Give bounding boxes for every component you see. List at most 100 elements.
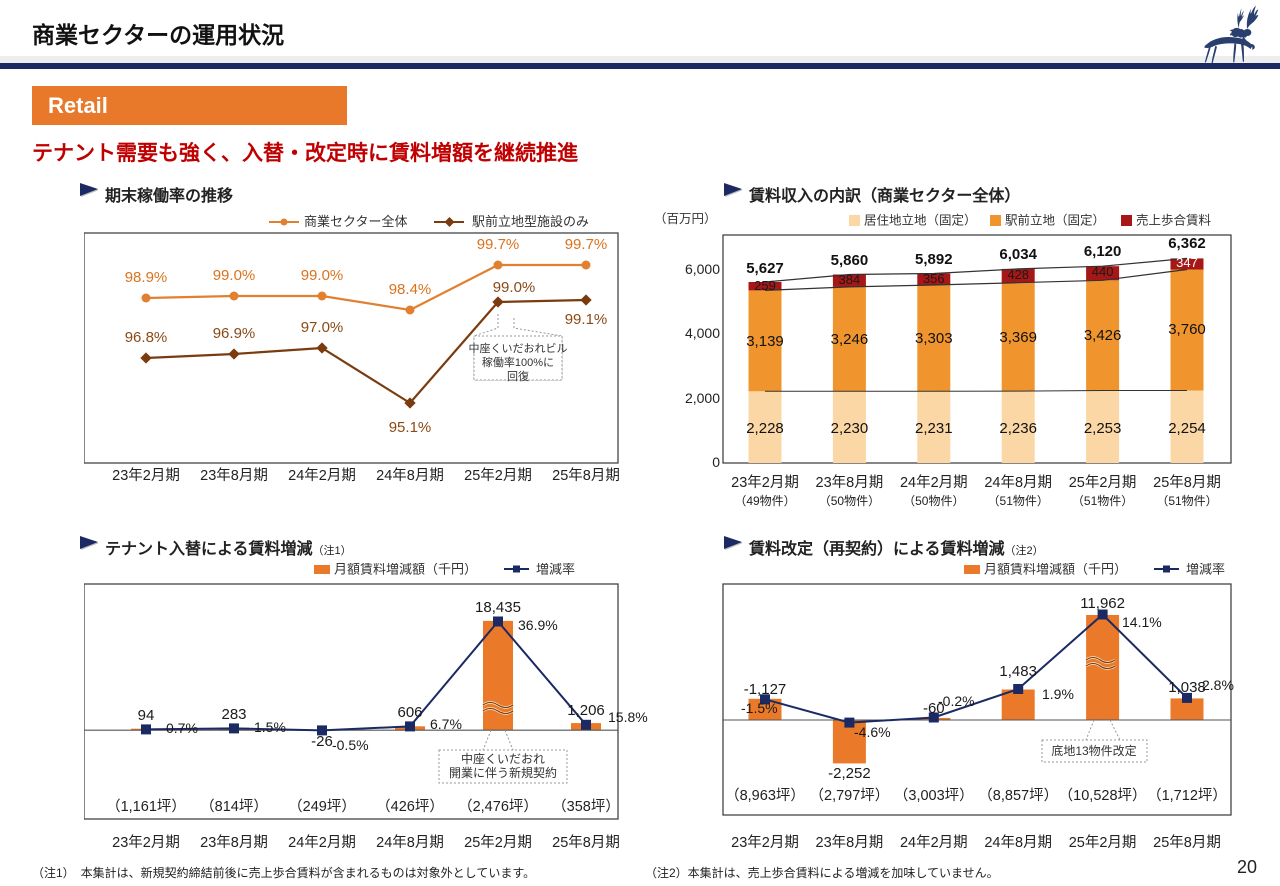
svg-text:（2,476坪）: （2,476坪） bbox=[458, 798, 538, 815]
svg-text:11,962: 11,962 bbox=[1080, 595, 1125, 612]
svg-text:25年8月期: 25年8月期 bbox=[1153, 834, 1221, 851]
svg-text:25年8月期: 25年8月期 bbox=[552, 834, 620, 851]
svg-text:増減率: 増減率 bbox=[1186, 563, 1225, 577]
svg-text:23年2月期: 23年2月期 bbox=[112, 834, 180, 851]
svg-text:23年2月期: 23年2月期 bbox=[112, 467, 180, 484]
svg-text:99.0%: 99.0% bbox=[213, 267, 256, 284]
svg-text:回復: 回復 bbox=[507, 370, 529, 383]
svg-text:中座くいだおれ: 中座くいだおれ bbox=[461, 751, 545, 766]
svg-text:347: 347 bbox=[1176, 255, 1198, 270]
svg-text:（49物件）: （49物件） bbox=[734, 494, 795, 508]
svg-text:6,000: 6,000 bbox=[685, 261, 720, 277]
svg-text:月額賃料増減額（千円）: 月額賃料増減額（千円） bbox=[984, 563, 1127, 577]
svg-text:23年2月期: 23年2月期 bbox=[731, 834, 799, 851]
svg-text:（8,963坪）: （8,963坪） bbox=[725, 787, 805, 804]
svg-text:94: 94 bbox=[138, 707, 155, 724]
svg-text:1,483: 1,483 bbox=[999, 663, 1037, 680]
svg-text:6,362: 6,362 bbox=[1168, 235, 1206, 252]
svg-text:25年2月期: 25年2月期 bbox=[464, 834, 532, 851]
svg-text:2,253: 2,253 bbox=[1084, 420, 1122, 437]
svg-text:99.0%: 99.0% bbox=[493, 279, 536, 296]
svg-text:中座くいだおれビル: 中座くいだおれビル bbox=[469, 341, 568, 355]
svg-text:6.7%: 6.7% bbox=[430, 716, 462, 732]
svg-text:（10,528坪）: （10,528坪） bbox=[1059, 787, 1147, 804]
svg-text:95.1%: 95.1% bbox=[389, 419, 432, 436]
svg-text:（50物件）: （50物件） bbox=[903, 494, 964, 508]
svg-text:（51物件）: （51物件） bbox=[1156, 494, 1217, 508]
svg-text:24年8月期: 24年8月期 bbox=[376, 834, 444, 851]
svg-text:96.8%: 96.8% bbox=[125, 329, 168, 346]
svg-text:2,254: 2,254 bbox=[1168, 420, 1206, 437]
svg-text:増減率: 増減率 bbox=[536, 563, 575, 577]
svg-text:24年2月期: 24年2月期 bbox=[288, 834, 356, 851]
svg-text:24年8月期: 24年8月期 bbox=[376, 467, 444, 484]
svg-text:1,206: 1,206 bbox=[567, 702, 605, 719]
svg-text:-4.6%: -4.6% bbox=[854, 724, 891, 740]
svg-text:259: 259 bbox=[754, 278, 776, 293]
svg-text:24年2月期: 24年2月期 bbox=[900, 834, 968, 851]
svg-text:3,246: 3,246 bbox=[831, 331, 869, 348]
svg-text:0.7%: 0.7% bbox=[166, 720, 198, 736]
svg-text:24年8月期: 24年8月期 bbox=[984, 834, 1052, 851]
svg-text:2,230: 2,230 bbox=[831, 420, 869, 437]
svg-text:96.9%: 96.9% bbox=[213, 325, 256, 342]
svg-text:356: 356 bbox=[923, 271, 945, 286]
svg-text:-0.2%: -0.2% bbox=[938, 693, 975, 709]
svg-text:駅前立地（固定）: 駅前立地（固定） bbox=[1005, 213, 1105, 228]
svg-text:（51物件）: （51物件） bbox=[988, 494, 1049, 508]
svg-text:（50物件）: （50物件） bbox=[819, 494, 880, 508]
svg-text:23年8月期: 23年8月期 bbox=[200, 834, 268, 851]
svg-text:5,627: 5,627 bbox=[746, 260, 784, 277]
svg-text:6,034: 6,034 bbox=[999, 246, 1037, 263]
svg-text:18,435: 18,435 bbox=[475, 599, 521, 616]
svg-text:15.8%: 15.8% bbox=[608, 709, 648, 725]
svg-text:98.4%: 98.4% bbox=[389, 281, 432, 298]
svg-text:23年8月期: 23年8月期 bbox=[816, 474, 884, 491]
svg-text:2,236: 2,236 bbox=[999, 420, 1037, 437]
svg-text:97.0%: 97.0% bbox=[301, 319, 344, 336]
svg-text:99.7%: 99.7% bbox=[565, 236, 608, 253]
svg-text:2,228: 2,228 bbox=[746, 420, 784, 437]
svg-text:（814坪）: （814坪） bbox=[200, 798, 268, 815]
svg-text:6,120: 6,120 bbox=[1084, 243, 1122, 260]
svg-text:440: 440 bbox=[1092, 264, 1114, 279]
svg-text:1,038: 1,038 bbox=[1168, 679, 1206, 696]
svg-text:99.0%: 99.0% bbox=[301, 267, 344, 284]
svg-text:（2,797坪）: （2,797坪） bbox=[810, 787, 890, 804]
svg-text:5,892: 5,892 bbox=[915, 251, 953, 268]
svg-text:3,426: 3,426 bbox=[1084, 327, 1122, 344]
svg-text:2.8%: 2.8% bbox=[1202, 677, 1234, 693]
svg-text:-0.5%: -0.5% bbox=[332, 737, 369, 753]
svg-text:-1.5%: -1.5% bbox=[741, 700, 778, 716]
svg-text:売上歩合賃料: 売上歩合賃料 bbox=[1136, 213, 1212, 228]
svg-text:25年2月期: 25年2月期 bbox=[464, 467, 532, 484]
svg-text:14.1%: 14.1% bbox=[1122, 614, 1162, 630]
svg-text:-2,252: -2,252 bbox=[828, 765, 871, 782]
svg-text:（百万円）: （百万円） bbox=[654, 212, 717, 226]
svg-text:駅前立地型施設のみ: 駅前立地型施設のみ bbox=[472, 214, 589, 229]
svg-text:-1,127: -1,127 bbox=[744, 681, 787, 698]
svg-text:25年8月期: 25年8月期 bbox=[1153, 474, 1221, 491]
svg-text:（8,857坪）: （8,857坪） bbox=[978, 787, 1058, 804]
svg-text:（1,161坪）: （1,161坪） bbox=[106, 798, 186, 815]
svg-text:-26: -26 bbox=[311, 733, 333, 750]
svg-text:25年2月期: 25年2月期 bbox=[1069, 474, 1137, 491]
svg-text:（249坪）: （249坪） bbox=[288, 798, 356, 815]
svg-text:23年8月期: 23年8月期 bbox=[200, 467, 268, 484]
svg-text:25年8月期: 25年8月期 bbox=[552, 467, 620, 484]
svg-text:（1,712坪）: （1,712坪） bbox=[1147, 787, 1227, 804]
svg-text:（51物件）: （51物件） bbox=[1072, 494, 1133, 508]
svg-text:36.9%: 36.9% bbox=[518, 617, 558, 633]
svg-text:3,760: 3,760 bbox=[1168, 321, 1206, 338]
svg-text:23年8月期: 23年8月期 bbox=[816, 834, 884, 851]
svg-text:2,231: 2,231 bbox=[915, 420, 953, 437]
svg-text:5,860: 5,860 bbox=[831, 252, 869, 269]
svg-text:稼働率100%に: 稼働率100%に bbox=[482, 355, 554, 369]
svg-text:99.7%: 99.7% bbox=[477, 236, 520, 253]
svg-text:283: 283 bbox=[221, 706, 246, 723]
svg-text:3,369: 3,369 bbox=[999, 329, 1037, 346]
svg-text:24年2月期: 24年2月期 bbox=[900, 474, 968, 491]
svg-text:2,000: 2,000 bbox=[685, 390, 720, 406]
svg-text:24年2月期: 24年2月期 bbox=[288, 467, 356, 484]
svg-text:428: 428 bbox=[1007, 267, 1029, 282]
